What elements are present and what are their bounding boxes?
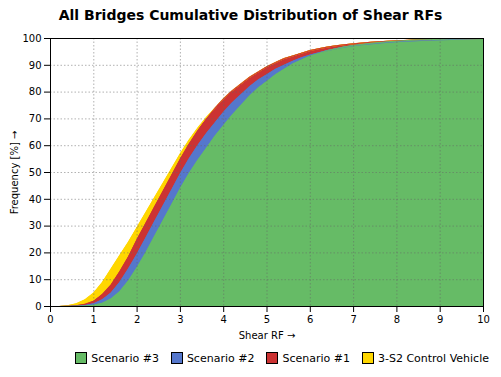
svg-text:30: 30 xyxy=(29,220,42,231)
svg-text:9: 9 xyxy=(437,314,443,325)
svg-text:70: 70 xyxy=(29,113,42,124)
svg-text:7: 7 xyxy=(350,314,356,325)
svg-text:4: 4 xyxy=(221,314,227,325)
svg-text:20: 20 xyxy=(29,247,42,258)
svg-text:8: 8 xyxy=(394,314,400,325)
svg-text:100: 100 xyxy=(22,33,41,44)
svg-text:10: 10 xyxy=(477,314,490,325)
svg-text:60: 60 xyxy=(29,140,42,151)
html-text:Scenario #3: Scenario #3 xyxy=(91,351,159,365)
svg-text:6: 6 xyxy=(307,314,313,325)
svg-text:Frequency [%] →: Frequency [%] → xyxy=(9,131,20,215)
svg-text:90: 90 xyxy=(29,60,42,71)
svg-text:5: 5 xyxy=(264,314,270,325)
svg-text:2: 2 xyxy=(134,314,140,325)
svg-text:80: 80 xyxy=(29,86,42,97)
svg-text:Shear RF →: Shear RF → xyxy=(239,330,296,341)
svg-text:10: 10 xyxy=(29,274,42,285)
svg-text:1: 1 xyxy=(91,314,97,325)
svg-text:0: 0 xyxy=(35,301,41,312)
html-text:Scenario #1: Scenario #1 xyxy=(282,351,350,365)
svg-text:0: 0 xyxy=(47,314,53,325)
svg-text:40: 40 xyxy=(29,194,42,205)
svg-text:3: 3 xyxy=(177,314,183,325)
html-text:All Bridges Cumulative Distrib: All Bridges Cumulative Distribution of S… xyxy=(58,7,443,23)
html-text:Scenario #2: Scenario #2 xyxy=(186,351,255,365)
svg-text:50: 50 xyxy=(29,167,42,178)
html-text:3-S2 Control Vehicle: 3-S2 Control Vehicle xyxy=(378,351,489,365)
